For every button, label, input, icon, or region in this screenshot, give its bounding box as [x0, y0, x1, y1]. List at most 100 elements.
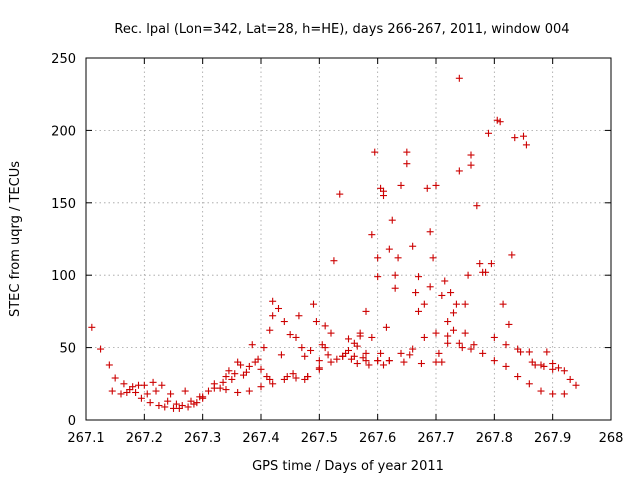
data-point	[409, 345, 417, 353]
data-point	[158, 381, 166, 389]
data-point	[403, 160, 411, 168]
data-point	[266, 375, 274, 383]
data-point	[374, 254, 382, 262]
data-point	[222, 386, 230, 394]
data-point	[345, 346, 352, 354]
data-point	[146, 399, 154, 407]
data-point	[155, 402, 163, 410]
data-point	[368, 333, 376, 341]
data-point	[164, 397, 172, 405]
data-point	[426, 228, 434, 236]
data-point	[350, 352, 358, 360]
data-point	[327, 358, 335, 366]
data-point	[277, 351, 285, 359]
data-point	[522, 141, 530, 149]
data-point	[245, 387, 253, 395]
data-point	[240, 371, 247, 379]
data-point	[336, 190, 344, 198]
data-point	[175, 404, 183, 412]
data-point	[438, 291, 446, 299]
data-point	[269, 312, 277, 320]
data-point	[225, 367, 233, 375]
data-point	[292, 333, 300, 341]
data-point	[368, 231, 376, 239]
data-point	[167, 390, 175, 398]
data-point	[123, 388, 131, 396]
data-point	[452, 300, 460, 308]
data-point	[415, 273, 422, 281]
data-point	[464, 271, 472, 279]
data-point	[310, 300, 317, 308]
data-point	[251, 358, 259, 366]
data-point	[321, 322, 329, 330]
data-point	[537, 387, 545, 395]
data-point	[388, 216, 396, 224]
data-point	[108, 387, 116, 395]
data-point	[257, 383, 265, 391]
data-point	[525, 348, 533, 356]
data-point	[415, 307, 422, 315]
plot-frame	[85, 57, 612, 421]
data-point	[234, 358, 242, 366]
data-point	[467, 161, 475, 169]
data-point	[487, 260, 495, 268]
data-point	[292, 374, 300, 382]
data-point	[295, 312, 303, 320]
data-point	[266, 326, 274, 334]
data-point	[143, 390, 151, 398]
y-tick-label: 0	[68, 414, 76, 429]
data-point	[385, 245, 393, 253]
data-point	[254, 355, 262, 363]
data-point	[406, 351, 414, 359]
data-point	[263, 373, 271, 381]
data-point	[444, 332, 452, 340]
data-point	[572, 381, 580, 389]
x-tick-label: 267.7	[417, 431, 454, 446]
data-point	[301, 352, 309, 360]
x-tick-label: 267.3	[184, 431, 221, 446]
data-point	[307, 346, 315, 354]
data-point	[269, 380, 277, 388]
data-point	[362, 357, 370, 365]
data-point	[476, 260, 484, 268]
data-point	[438, 358, 446, 366]
data-point	[333, 355, 341, 363]
data-point	[394, 254, 402, 262]
data-point	[412, 289, 420, 297]
data-point	[397, 181, 405, 189]
data-point	[222, 373, 230, 381]
data-point	[126, 386, 134, 394]
data-point	[467, 345, 475, 353]
data-point	[458, 344, 466, 352]
data-point	[242, 368, 250, 376]
data-point	[359, 354, 367, 362]
data-point	[508, 251, 516, 259]
data-point	[397, 349, 405, 357]
data-point	[161, 403, 169, 411]
data-point	[502, 341, 510, 349]
data-point	[339, 352, 347, 360]
data-point	[380, 361, 387, 369]
data-point	[470, 341, 478, 349]
data-point	[514, 345, 522, 353]
data-point	[482, 268, 490, 276]
data-point	[490, 333, 498, 341]
data-point	[365, 361, 373, 369]
data-point	[502, 362, 510, 370]
y-tick-label: 200	[51, 124, 76, 139]
data-point	[178, 402, 186, 410]
data-point	[493, 116, 501, 124]
data-point	[298, 344, 306, 352]
data-point	[417, 360, 425, 368]
grid-layer	[86, 58, 611, 420]
data-point	[377, 184, 385, 192]
data-point	[97, 345, 105, 353]
data-point	[400, 358, 408, 366]
data-point	[391, 284, 399, 292]
data-point	[371, 148, 379, 156]
x-tick-label: 267.9	[534, 431, 571, 446]
data-point	[205, 387, 212, 395]
data-point	[193, 399, 201, 407]
data-point	[152, 387, 160, 395]
